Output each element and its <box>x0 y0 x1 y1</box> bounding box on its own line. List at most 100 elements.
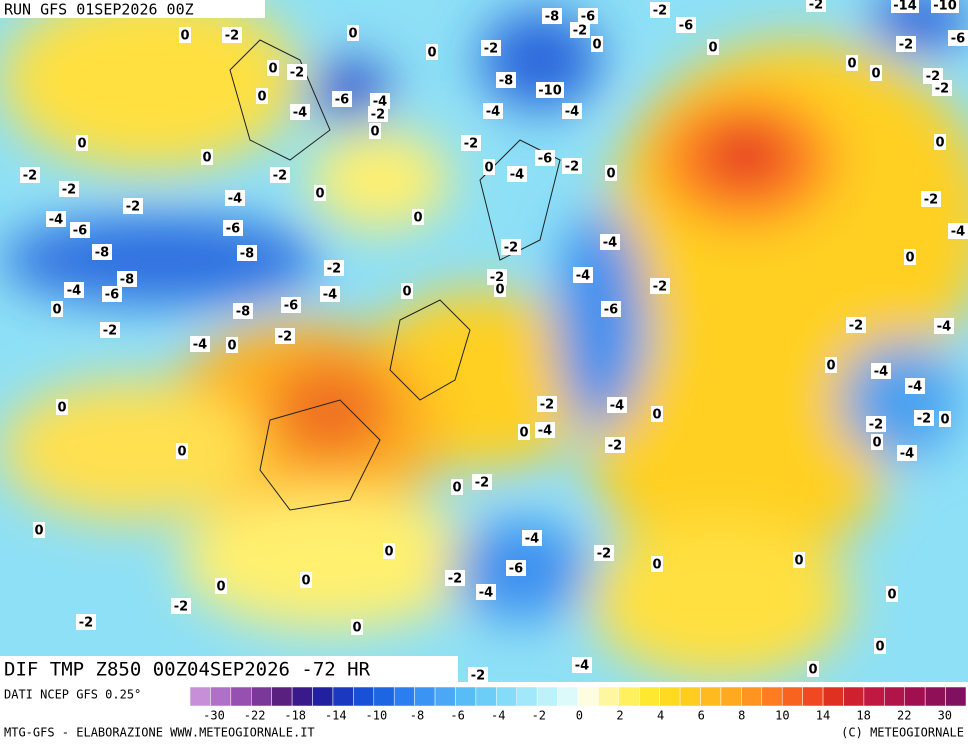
contour-label: -6 <box>335 93 349 108</box>
contour-label: -4 <box>293 106 307 121</box>
contour-label-box <box>368 106 388 122</box>
contour-label: 0 <box>77 137 86 152</box>
contour-label: -2 <box>371 108 385 123</box>
contour-label-box <box>904 249 916 265</box>
contour-label: -4 <box>193 338 207 353</box>
contour-label-box <box>948 223 968 239</box>
contour-label-box <box>117 271 137 287</box>
map: 0 -2 0-200-4-6 -4-200 -2-8 -6-20-2-60-200-2-2… <box>0 0 968 682</box>
colorbar-swatch <box>393 686 415 707</box>
colorbar-swatch <box>557 686 579 707</box>
contour-label-box <box>332 91 352 107</box>
contour-label: -2 <box>869 418 883 433</box>
colorbar-tick-label: 10 <box>775 709 789 723</box>
contour-label-box <box>535 422 555 438</box>
contour-label-box <box>676 17 696 33</box>
contour-label: 0 <box>872 436 881 451</box>
contour-label: -2 <box>290 66 304 81</box>
contour-label-box <box>300 572 312 588</box>
contour-label: 0 <box>606 167 615 182</box>
contour-label: -2 <box>849 319 863 334</box>
contour-label-box <box>369 123 381 139</box>
contour-label: -2 <box>597 547 611 562</box>
colorbar-swatch <box>496 686 517 707</box>
contour-label-box <box>70 222 90 238</box>
contour-label-box <box>871 363 891 379</box>
contour-label-box <box>472 474 492 490</box>
colorbar-swatch <box>414 686 436 707</box>
contour-label: -4 <box>525 532 539 547</box>
contour-label-box <box>866 416 886 432</box>
contour-label: 0 <box>940 413 949 428</box>
contour-label: -2 <box>917 412 931 427</box>
colorbar-swatch <box>639 686 660 707</box>
colorbar-swatch <box>373 686 395 707</box>
contour-label-box <box>846 317 866 333</box>
contour-label: 0 <box>227 339 236 354</box>
contour-label: 0 <box>34 524 43 539</box>
colorbar-tick-label: -8 <box>410 709 424 723</box>
contour-label: 0 <box>315 187 324 202</box>
colorbar-tick-label: 14 <box>816 709 830 723</box>
contour-label-box <box>233 303 253 319</box>
contour-label-box <box>594 545 614 561</box>
colorbar-tick-label: 30 <box>938 709 952 723</box>
colorbar-swatch <box>536 686 558 707</box>
contour-label: 0 <box>871 67 880 82</box>
credit-left: MTG-GFS - ELABORAZIONE WWW.METEOGIORNALE… <box>4 726 315 740</box>
contour-label-box <box>807 661 819 677</box>
contour-label-box <box>320 286 340 302</box>
contour-label: 0 <box>592 38 601 53</box>
contour-label: -6 <box>604 303 618 318</box>
contour-label-box <box>483 103 503 119</box>
contour-label-box <box>496 72 516 88</box>
colorbar-swatch <box>189 686 211 707</box>
contour-label: -4 <box>603 236 617 251</box>
contour-label: -2 <box>327 262 341 277</box>
contour-label: -4 <box>228 192 242 207</box>
contour-label: -2 <box>103 324 117 339</box>
contour-label-box <box>426 44 438 60</box>
contour-label: -2 <box>174 600 188 615</box>
contour-label-box <box>931 0 959 13</box>
colorbar-tick-label: -22 <box>244 709 266 723</box>
contour-label-box <box>825 357 837 373</box>
contour-label: 0 <box>52 303 61 318</box>
contour-label: 0 <box>905 251 914 266</box>
colorbar-tick-label: -14 <box>325 709 347 723</box>
contour-label-box <box>501 239 521 255</box>
contour-label-box <box>324 260 344 276</box>
contour-label: 0 <box>413 211 422 226</box>
header-box <box>0 0 265 18</box>
contour-label: 0 <box>452 481 461 496</box>
contour-label: -2 <box>573 24 587 39</box>
contour-label: 0 <box>887 588 896 603</box>
contour-label-box <box>522 530 542 546</box>
contour-label-box <box>46 211 66 227</box>
title-box <box>0 656 458 684</box>
contour-label: 0 <box>268 62 277 77</box>
contour-label: 0 <box>847 57 856 72</box>
contour-label: 0 <box>57 401 66 416</box>
contour-label: 0 <box>652 408 661 423</box>
colorbar-swatch <box>884 686 905 707</box>
colorbar-swatch <box>843 686 865 707</box>
contour-label: -4 <box>575 659 589 674</box>
contour-label: 0 <box>352 621 361 636</box>
contour-label: -2 <box>565 160 579 175</box>
contour-label: -4 <box>323 288 337 303</box>
contour-label-box <box>267 60 279 76</box>
contour-label-box <box>351 619 363 635</box>
contour-label-box <box>92 244 112 260</box>
contour-label: -4 <box>908 380 922 395</box>
contour-label: 0 <box>826 359 835 374</box>
contour-label: -4 <box>479 586 493 601</box>
contour-label: 0 <box>301 574 310 589</box>
contour-label: -2 <box>464 137 478 152</box>
contour-label: -4 <box>576 269 590 284</box>
contour-label: -2 <box>23 169 37 184</box>
contour-label-box <box>886 586 898 602</box>
contour-label-box <box>562 103 582 119</box>
data-source: DATI NCEP GFS 0.25° <box>4 688 141 702</box>
contour-label: -6 <box>73 224 87 239</box>
